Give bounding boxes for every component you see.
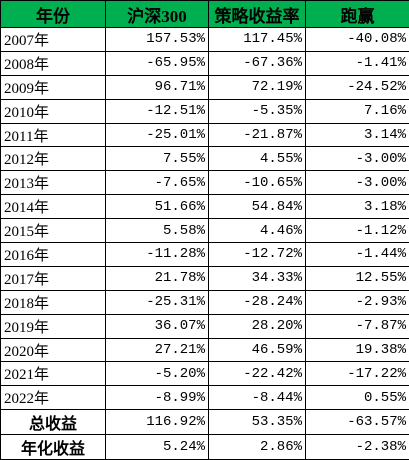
value-cell: 51.66% (106, 195, 209, 219)
value-cell: 34.33% (209, 266, 306, 290)
value-cell: -24.52% (306, 75, 409, 99)
value-cell: 3.18% (306, 195, 409, 219)
value-cell: 12.55% (306, 266, 409, 290)
value-cell: 28.20% (209, 314, 306, 338)
row-label: 2016年 (1, 243, 106, 267)
value-cell: -1.44% (306, 243, 409, 267)
row-label: 2019年 (1, 314, 106, 338)
header-cell: 跑赢 (306, 1, 409, 28)
value-cell: -2.93% (306, 290, 409, 314)
value-cell: -8.44% (209, 386, 306, 410)
value-cell: 7.55% (106, 147, 209, 171)
year-row: 2008年-65.95%-67.36%-1.41% (1, 51, 409, 75)
row-label: 2014年 (1, 195, 106, 219)
value-cell: 5.58% (106, 219, 209, 243)
value-cell: 19.38% (306, 338, 409, 362)
value-cell: -25.31% (106, 290, 209, 314)
value-cell: 2.86% (209, 435, 306, 460)
year-row: 2022年-8.99%-8.44%0.55% (1, 386, 409, 410)
value-cell: -3.00% (306, 171, 409, 195)
value-cell: 7.16% (306, 99, 409, 123)
row-label: 2009年 (1, 75, 106, 99)
row-label: 2008年 (1, 51, 106, 75)
value-cell: -11.28% (106, 243, 209, 267)
value-cell: -65.95% (106, 51, 209, 75)
row-label: 2018年 (1, 290, 106, 314)
value-cell: 157.53% (106, 28, 209, 52)
value-cell: -7.65% (106, 171, 209, 195)
value-cell: 5.24% (106, 435, 209, 460)
header-cell: 沪深300 (106, 1, 209, 28)
year-row: 2021年-5.20%-22.42%-17.22% (1, 362, 409, 386)
value-cell: -21.87% (209, 123, 306, 147)
row-label: 2011年 (1, 123, 106, 147)
year-row: 2011年-25.01%-21.87%3.14% (1, 123, 409, 147)
year-row: 2018年-25.31%-28.24%-2.93% (1, 290, 409, 314)
value-cell: 4.46% (209, 219, 306, 243)
value-cell: -1.41% (306, 51, 409, 75)
value-cell: -28.24% (209, 290, 306, 314)
value-cell: -2.38% (306, 435, 409, 460)
value-cell: -40.08% (306, 28, 409, 52)
value-cell: 3.14% (306, 123, 409, 147)
row-label: 2021年 (1, 362, 106, 386)
value-cell: 27.21% (106, 338, 209, 362)
row-label: 2020年 (1, 338, 106, 362)
value-cell: -1.12% (306, 219, 409, 243)
value-cell: -17.22% (306, 362, 409, 386)
value-cell: 36.07% (106, 314, 209, 338)
value-cell: -25.01% (106, 123, 209, 147)
value-cell: -63.57% (306, 410, 409, 435)
header-cell: 年份 (1, 1, 106, 28)
value-cell: 116.92% (106, 410, 209, 435)
value-cell: 96.71% (106, 75, 209, 99)
value-cell: 0.55% (306, 386, 409, 410)
row-label: 2013年 (1, 171, 106, 195)
value-cell: 53.35% (209, 410, 306, 435)
value-cell: -5.20% (106, 362, 209, 386)
value-cell: 117.45% (209, 28, 306, 52)
value-cell: 21.78% (106, 266, 209, 290)
year-row: 2013年-7.65%-10.65%-3.00% (1, 171, 409, 195)
year-row: 2016年-11.28%-12.72%-1.44% (1, 243, 409, 267)
value-cell: 72.19% (209, 75, 306, 99)
value-cell: 46.59% (209, 338, 306, 362)
value-cell: -67.36% (209, 51, 306, 75)
row-label: 2010年 (1, 99, 106, 123)
row-label: 2012年 (1, 147, 106, 171)
value-cell: -12.72% (209, 243, 306, 267)
value-cell: -7.87% (306, 314, 409, 338)
header-cell: 策略收益率 (209, 1, 306, 28)
row-label: 2007年 (1, 28, 106, 52)
row-label: 2017年 (1, 266, 106, 290)
value-cell: -3.00% (306, 147, 409, 171)
row-label: 年化收益 (1, 435, 106, 460)
row-label: 总收益 (1, 410, 106, 435)
value-cell: -5.35% (209, 99, 306, 123)
year-row: 2010年-12.51%-5.35%7.16% (1, 99, 409, 123)
value-cell: -22.42% (209, 362, 306, 386)
value-cell: 54.84% (209, 195, 306, 219)
row-label: 2015年 (1, 219, 106, 243)
value-cell: 4.55% (209, 147, 306, 171)
row-label: 2022年 (1, 386, 106, 410)
value-cell: -12.51% (106, 99, 209, 123)
value-cell: -8.99% (106, 386, 209, 410)
value-cell: -10.65% (209, 171, 306, 195)
